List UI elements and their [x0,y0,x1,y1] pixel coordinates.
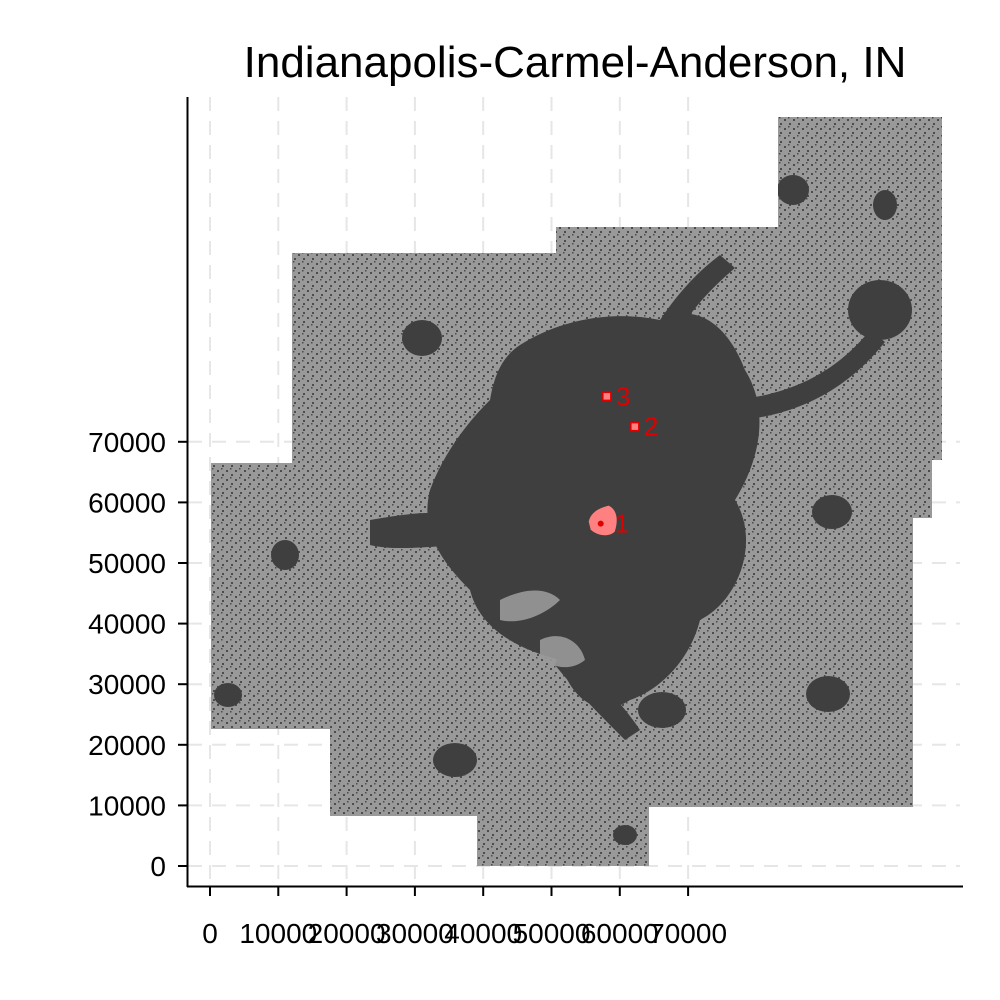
town-anderson [848,280,912,340]
highlight-zone-2 [630,421,640,432]
y-tick-label: 50000 [88,548,166,579]
town-east [812,495,852,529]
urban-corridor-north [660,255,735,330]
y-tick-label: 60000 [88,487,166,518]
x-tick-label: 20000 [308,918,386,949]
marker-label-2: 2 [644,412,658,442]
x-tick-label: 10000 [239,918,317,949]
y-tick-label: 20000 [88,730,166,761]
x-tick-label: 70000 [649,918,727,949]
x-tick-label: 40000 [444,918,522,949]
marker-label-3: 3 [616,381,630,411]
urban-corridor-south [555,650,640,740]
y-tick-label: 40000 [88,609,166,640]
town-southwest [433,743,477,777]
y-axis-ticks: 0 10000 20000 30000 40000 50000 60000 70000 [88,427,187,882]
town-northwest [402,320,442,356]
marker-label-1: 1 [615,509,629,539]
urban-corridor-east [735,330,885,420]
region-map [211,117,942,866]
town-far-south [613,825,637,845]
highlight-center-1 [597,520,604,527]
town-south [638,692,686,728]
map-title: Indianapolis-Carmel-Anderson, IN [243,38,907,87]
town-north [777,175,809,205]
y-tick-label: 70000 [88,427,166,458]
x-tick-label: 50000 [513,918,591,949]
y-tick-label: 0 [150,851,166,882]
open-area-reservoir [500,590,560,622]
y-tick-label: 30000 [88,669,166,700]
open-area-southwest [540,636,585,668]
x-tick-label: 0 [202,918,218,949]
urban-corridor-west [370,512,455,549]
town-north-2 [873,190,897,220]
town-west [271,540,299,570]
highlight-zone-1 [588,505,617,536]
highlight-zone-3 [602,391,612,402]
marker-layer: 1 23 [588,381,658,539]
y-tick-label: 10000 [88,790,166,821]
x-tick-label: 60000 [581,918,659,949]
town-far-west [214,683,242,707]
town-southeast [806,676,850,712]
x-tick-label: 30000 [376,918,454,949]
